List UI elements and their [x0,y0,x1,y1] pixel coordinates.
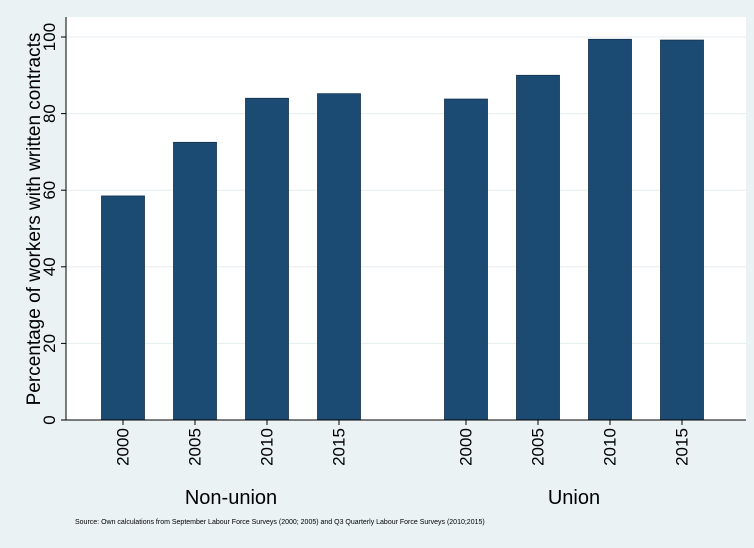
group-label: Non-union [185,487,277,509]
x-tick-label: 2000 [457,428,476,466]
source-note: Source: Own calculations from September … [75,519,485,526]
x-tick-label: 2000 [114,428,133,466]
y-tick-label: 100 [40,23,59,51]
group-labels: Non-union Union [185,487,600,509]
bar [245,97,289,421]
bar [444,98,488,421]
bar [101,195,145,421]
bars [101,38,704,421]
x-tick-label: 2010 [258,428,277,466]
y-axis-ticks: 0 20 40 60 80 100 [40,23,66,425]
y-axis-title: Percentage of workers with written contr… [24,33,45,406]
group-label: Union [548,487,600,509]
plot-area [66,17,746,420]
y-tick-label: 0 [40,415,59,424]
x-tick-label: 2015 [330,428,349,466]
x-tick-label: 2005 [186,428,205,466]
y-tick-label: 40 [40,257,59,276]
y-tick-label: 60 [40,181,59,200]
y-tick-label: 80 [40,104,59,123]
x-axis-ticks: 2000 2005 2010 2015 2000 2005 2010 2015 [114,420,692,466]
y-tick-label: 20 [40,334,59,353]
x-tick-label: 2010 [601,428,620,466]
bar [173,141,217,421]
bar [660,39,704,421]
x-tick-label: 2005 [529,428,548,466]
bar [317,93,361,421]
x-tick-label: 2015 [673,428,692,466]
bar [516,74,560,421]
bar [588,38,632,421]
